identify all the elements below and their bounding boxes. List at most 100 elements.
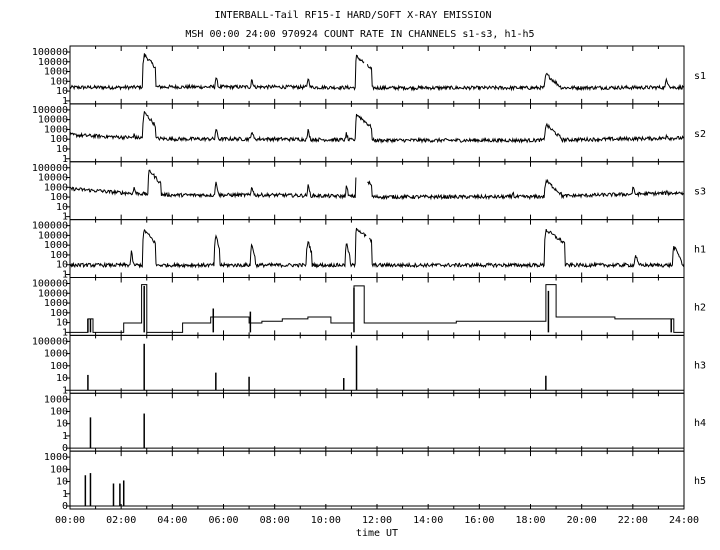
x-tick-label: 08:00	[260, 515, 290, 526]
series-line-s2	[69, 111, 685, 144]
y-tick-label: 1000	[44, 67, 68, 78]
y-tick-label: 100	[50, 308, 68, 319]
y-tick-label: 100	[50, 464, 68, 475]
channel-label-h4: h4	[694, 418, 706, 429]
y-tick-label: 1	[62, 489, 68, 500]
spike-h2	[89, 318, 92, 333]
channel-label-s3: s3	[694, 187, 706, 198]
y-tick-label: 1000	[44, 240, 68, 251]
x-tick-label: 20:00	[567, 515, 597, 526]
y-tick-label: 100000	[32, 336, 68, 347]
spike-h2	[212, 308, 215, 333]
y-tick-label: 10000	[38, 288, 68, 299]
panel-frame-h4	[69, 392, 685, 452]
chart-title: INTERBALL-Tail RF15-I HARD/SOFT X-RAY EM…	[215, 10, 492, 21]
y-tick-label: 1	[62, 385, 68, 396]
panels: 100000100001000100101s110000010000100010…	[32, 45, 706, 512]
spike-h4	[89, 417, 92, 449]
y-tick-label: 10	[56, 373, 68, 384]
y-tick-label: 10	[56, 86, 68, 97]
spike-h2	[353, 287, 355, 333]
spike-h3	[355, 345, 358, 391]
spike-h3	[342, 378, 345, 391]
y-tick-label: 10000	[38, 230, 68, 241]
panel-frame-s2	[69, 103, 685, 163]
spike-h2	[547, 290, 550, 333]
panel-frame-s1	[69, 45, 685, 105]
channel-label-h2: h2	[694, 302, 706, 313]
x-axis: 00:00 02:00 04:00 06:00 08:00 10:00 12:00 14:00…	[55, 515, 699, 526]
panel-frame-h3	[69, 334, 685, 394]
channel-label-s2: s2	[694, 129, 706, 140]
x-tick-label: 12:00	[362, 515, 392, 526]
y-tick-label: 100	[50, 134, 68, 145]
spike-h3	[215, 372, 217, 391]
y-tick-label: 100	[50, 361, 68, 372]
x-tick-label: 24:00	[669, 515, 699, 526]
y-tick-label: 10	[56, 202, 68, 213]
y-tick-label: 100000	[32, 163, 68, 174]
y-tick-label: 10	[56, 260, 68, 271]
spike-h4	[143, 413, 145, 449]
y-tick-label: 1000	[44, 298, 68, 309]
y-tick-label: 100000	[32, 105, 68, 116]
series-line-h2	[70, 284, 684, 333]
x-tick-label: 16:00	[464, 515, 494, 526]
chart-subtitle: MSH 00:00 24:00 970924 COUNT RATE IN CHA…	[185, 29, 534, 40]
spike-h5	[119, 483, 121, 506]
y-tick-label: 10	[56, 144, 68, 155]
x-tick-label: 18:00	[515, 515, 545, 526]
spike-h2	[670, 318, 672, 333]
channel-label-s1: s1	[694, 71, 706, 82]
y-tick-label: 1	[62, 327, 68, 338]
y-tick-label: 10	[56, 477, 68, 488]
spike-h5	[84, 475, 87, 506]
y-tick-label: 1	[62, 431, 68, 442]
y-tick-label: 100	[50, 76, 68, 87]
y-tick-label: 100	[50, 250, 68, 261]
x-tick-label: 14:00	[413, 515, 443, 526]
y-tick-label: 0	[62, 501, 68, 512]
spike-h2	[87, 318, 89, 333]
x-tick-label: 04:00	[157, 515, 187, 526]
series-line-h1	[69, 227, 685, 269]
x-tick-label: 06:00	[208, 515, 238, 526]
series-line-s1	[69, 53, 685, 92]
x-tick-label: 10:00	[311, 515, 341, 526]
y-tick-label: 1	[62, 154, 68, 165]
y-tick-label: 100000	[32, 279, 68, 290]
y-tick-label: 1	[62, 270, 68, 281]
channel-label-h3: h3	[694, 360, 706, 371]
spike-h3	[87, 374, 89, 391]
y-tick-label: 1000	[44, 124, 68, 135]
spike-h2	[249, 311, 252, 333]
panel-frame-h2	[69, 277, 685, 336]
y-tick-label: 10	[56, 419, 68, 430]
y-tick-label: 10000	[38, 173, 68, 184]
spike-h3	[248, 376, 250, 391]
spike-h5	[122, 480, 125, 506]
y-tick-label: 0	[62, 443, 68, 454]
x-axis-label: time UT	[356, 528, 398, 539]
spike-h5	[112, 483, 115, 506]
y-tick-label: 1000	[44, 182, 68, 193]
y-tick-label: 1	[62, 212, 68, 223]
spike-h3	[143, 343, 145, 391]
x-tick-label: 00:00	[55, 515, 85, 526]
panel-frame-h5	[69, 450, 685, 510]
series-line-s3	[69, 169, 685, 201]
spike-h5	[89, 473, 92, 506]
channel-label-h1: h1	[694, 245, 706, 256]
y-tick-label: 100	[50, 406, 68, 417]
y-tick-label: 100000	[32, 221, 68, 232]
y-tick-label: 10000	[38, 57, 68, 68]
